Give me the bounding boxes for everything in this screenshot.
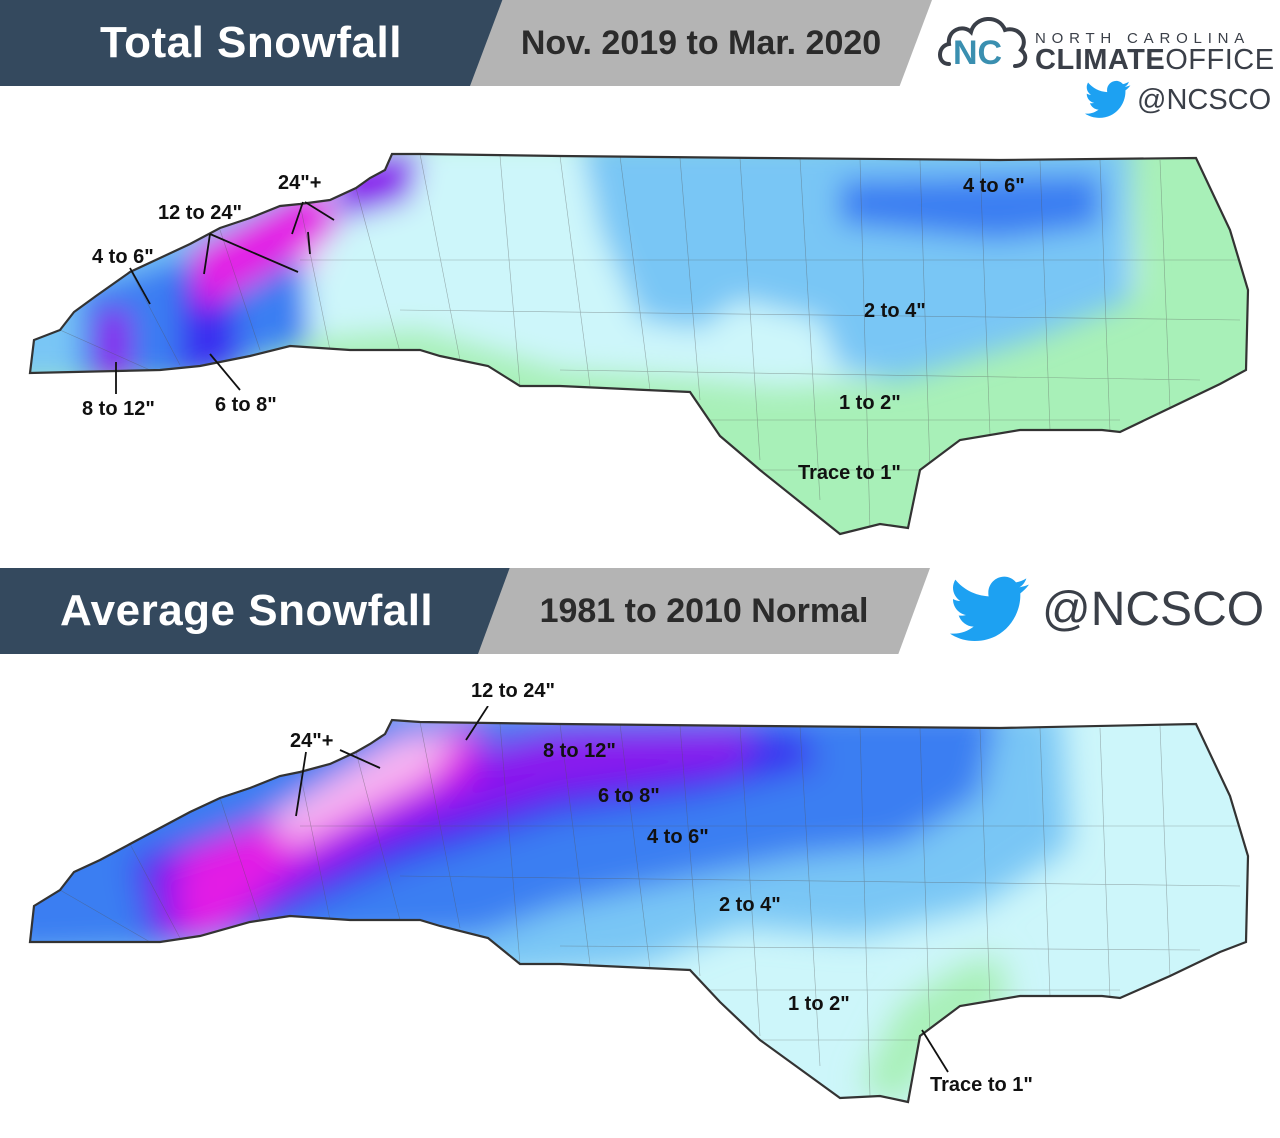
bottom-state-outline	[28, 718, 1250, 1104]
logo-office: OFFICE	[1165, 44, 1275, 76]
top-label-2-4: 2 to 4"	[864, 300, 926, 322]
top-banner: Total Snowfall Nov. 2019 to Mar. 2020	[0, 0, 1280, 86]
top-label-4-6-ne: 4 to 6"	[963, 175, 1025, 197]
bottom-label-4-6: 4 to 6"	[647, 826, 709, 848]
top-leader-6-8	[209, 353, 241, 391]
top-period-tab: Nov. 2019 to Mar. 2020	[470, 0, 932, 86]
bottom-county-lines	[59, 721, 1241, 1097]
bottom-leader-24a	[295, 751, 307, 817]
bottom-label-24-plus: 24"+	[290, 730, 334, 752]
top-leader-12-24a	[203, 233, 211, 275]
bottom-map-svg	[28, 706, 1250, 1104]
top-label-12-24: 12 to 24"	[158, 202, 242, 224]
top-leader-24b	[304, 201, 335, 221]
twitter-handle-text: @NCSCO	[1137, 84, 1272, 116]
bottom-label-trace: Trace to 1"	[930, 1074, 1033, 1096]
bottom-label-2-4: 2 to 4"	[719, 894, 781, 916]
bottom-title-tab: Average Snowfall	[0, 568, 515, 654]
twitter-bird-icon	[1085, 80, 1131, 118]
bottom-label-8-12: 8 to 12"	[543, 740, 616, 762]
cloud-logo-icon: NC	[938, 17, 1028, 72]
top-map-svg	[28, 152, 1250, 536]
top-state-outline	[28, 152, 1250, 536]
bottom-leader-trace	[921, 1029, 949, 1073]
bottom-snowfall-fill	[30, 720, 1248, 1102]
top-label-1-2: 1 to 2"	[839, 392, 901, 414]
top-leader-24c	[307, 231, 311, 255]
bottom-leader-12-24	[465, 706, 489, 741]
top-period: Nov. 2019 to Mar. 2020	[520, 23, 882, 62]
bottom-map: 12 to 24" 24"+ 8 to 12" 6 to 8" 4 to 6" …	[0, 680, 1280, 1116]
top-label-6-8: 6 to 8"	[215, 394, 277, 416]
bottom-label-1-2: 1 to 2"	[788, 993, 850, 1015]
twitter-handle-large-text: @NCSCO	[1042, 583, 1265, 636]
top-title-tab: Total Snowfall	[0, 0, 505, 86]
logo-mark-text: NC	[953, 34, 1002, 72]
twitter-handle-small[interactable]: @NCSCO	[1085, 78, 1275, 122]
logo-line2: CLIMATEOFFICE	[1035, 44, 1275, 77]
top-label-24-plus: 24"+	[278, 172, 322, 194]
bottom-title: Average Snowfall	[60, 586, 434, 635]
top-leader-24a	[291, 201, 304, 235]
logo-line1: NORTH CAROLINA	[1035, 30, 1251, 47]
top-leader-4-6	[129, 267, 151, 305]
bottom-period: 1981 to 2010 Normal	[539, 591, 869, 630]
top-label-8-12: 8 to 12"	[82, 398, 155, 420]
bottom-banner: Average Snowfall 1981 to 2010 Normal	[0, 568, 1280, 654]
bottom-period-tab: 1981 to 2010 Normal	[478, 568, 930, 654]
bottom-leader-24b	[339, 749, 381, 769]
bottom-label-12-24: 12 to 24"	[471, 680, 555, 702]
top-leader-12-24b	[209, 233, 299, 273]
top-label-4-6-west: 4 to 6"	[92, 246, 154, 268]
top-county-lines	[59, 154, 1241, 531]
top-map: 24"+ 12 to 24" 4 to 6" 8 to 12" 6 to 8" …	[0, 140, 1280, 540]
top-label-trace: Trace to 1"	[798, 462, 901, 484]
twitter-bird-icon	[950, 576, 1029, 641]
twitter-handle-large[interactable]: @NCSCO	[950, 572, 1270, 652]
nc-climate-office-logo: NC NORTH CAROLINA CLIMATEOFFICE	[935, 6, 1275, 126]
bottom-label-6-8: 6 to 8"	[598, 785, 660, 807]
top-title: Total Snowfall	[100, 18, 402, 67]
top-snowfall-fill	[30, 154, 1248, 534]
logo-climate: CLIMATE	[1035, 44, 1166, 76]
